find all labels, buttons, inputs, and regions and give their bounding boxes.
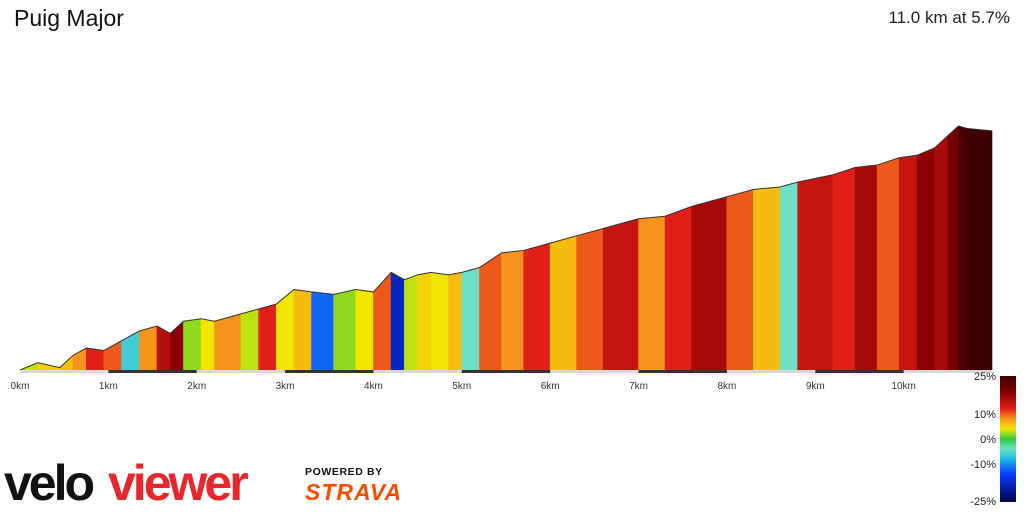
- strava-wordmark: STRAVA: [305, 479, 403, 505]
- scale-tick-label: 25%: [974, 371, 996, 383]
- gradient-segment: [549, 235, 577, 371]
- gradient-segment: [138, 325, 158, 371]
- x-tick-label: 0km: [11, 381, 30, 392]
- gradient-segment: [602, 218, 639, 371]
- profile-outline: [19, 125, 993, 371]
- gradient-segment: [85, 347, 105, 371]
- gradient-color-scale: 25% 10% 0% -10% -25%: [970, 371, 1016, 508]
- segment-stats: 11.0 km at 5.7%: [888, 8, 1010, 27]
- gradient-segment: [966, 128, 993, 371]
- gradient-segment: [258, 303, 277, 371]
- x-tick-label: 8km: [717, 381, 736, 392]
- gradient-segment: [240, 308, 259, 371]
- gradient-segment: [753, 186, 781, 371]
- veloviewer-logo: velo viewer: [4, 452, 294, 515]
- gradient-segment: [501, 250, 524, 371]
- km-band: [638, 370, 727, 373]
- gradient-segment: [638, 215, 666, 371]
- gradient-segment: [664, 206, 692, 371]
- scale-tick-label: -10%: [970, 459, 996, 471]
- strava-badge: POWERED BY STRAVA: [305, 466, 402, 506]
- gradient-segment: [797, 174, 834, 371]
- gradient-segment: [293, 289, 312, 371]
- km-band: [815, 370, 904, 373]
- gradient-segment: [779, 181, 798, 371]
- x-tick-label: 7km: [629, 381, 648, 392]
- gradient-segment: [373, 271, 392, 371]
- gradient-segment: [169, 320, 184, 371]
- x-tick-label: 3km: [276, 381, 295, 392]
- x-tick-label: 6km: [541, 381, 560, 392]
- scale-tick-label: 0%: [980, 434, 996, 446]
- gradient-segment: [958, 125, 968, 371]
- gradient-segment: [448, 272, 463, 371]
- x-tick-label: 4km: [364, 381, 383, 392]
- gradient-segment: [333, 289, 357, 371]
- x-tick-label: 5km: [452, 381, 471, 392]
- profile-line: [19, 125, 993, 371]
- gradient-segment: [854, 164, 878, 371]
- gradient-segment: [934, 135, 949, 371]
- gradient-segment: [200, 318, 215, 371]
- color-scale-bar: [1000, 376, 1016, 502]
- gradient-segment: [876, 157, 900, 371]
- scale-tick-label: 10%: [974, 409, 996, 421]
- gradient-segment: [576, 228, 604, 371]
- gradient-segment: [947, 125, 959, 371]
- gradient-segment: [183, 318, 202, 371]
- gradient-segment: [214, 313, 242, 371]
- scale-tick-label: -25%: [970, 496, 996, 508]
- segment-title: Puig Major: [14, 5, 124, 31]
- gradient-segment: [417, 272, 432, 371]
- gradient-segment: [479, 252, 502, 371]
- gradient-segment: [691, 196, 728, 371]
- gradient-segment: [523, 242, 551, 371]
- x-tick-label: 9km: [806, 381, 825, 392]
- gradient-segment: [916, 147, 935, 371]
- gradient-segment: [898, 154, 918, 371]
- km-band: [285, 370, 374, 373]
- x-tick-label: 2km: [187, 381, 206, 392]
- gradient-bars: [19, 125, 993, 371]
- x-tick-label: 10km: [891, 381, 915, 392]
- x-tick-label: 1km: [99, 381, 118, 392]
- gradient-segment: [404, 274, 418, 371]
- gradient-segment: [726, 189, 754, 371]
- gradient-segment: [311, 291, 334, 371]
- gradient-segment: [355, 289, 374, 371]
- distance-axis: 0km 1km 2km 3km 4km 5km 6km 7km 8km 9km 10km: [11, 370, 992, 392]
- gradient-segment: [390, 271, 405, 371]
- logo-viewer-text: viewer: [108, 455, 248, 510]
- km-band: [461, 370, 551, 373]
- logo-velo-text: velo: [4, 455, 94, 510]
- powered-by-label: POWERED BY: [305, 466, 383, 478]
- gradient-segment: [832, 167, 856, 371]
- gradient-segment: [121, 330, 140, 371]
- gradient-segment: [430, 272, 449, 371]
- km-band: [108, 370, 197, 373]
- gradient-segment: [461, 267, 480, 371]
